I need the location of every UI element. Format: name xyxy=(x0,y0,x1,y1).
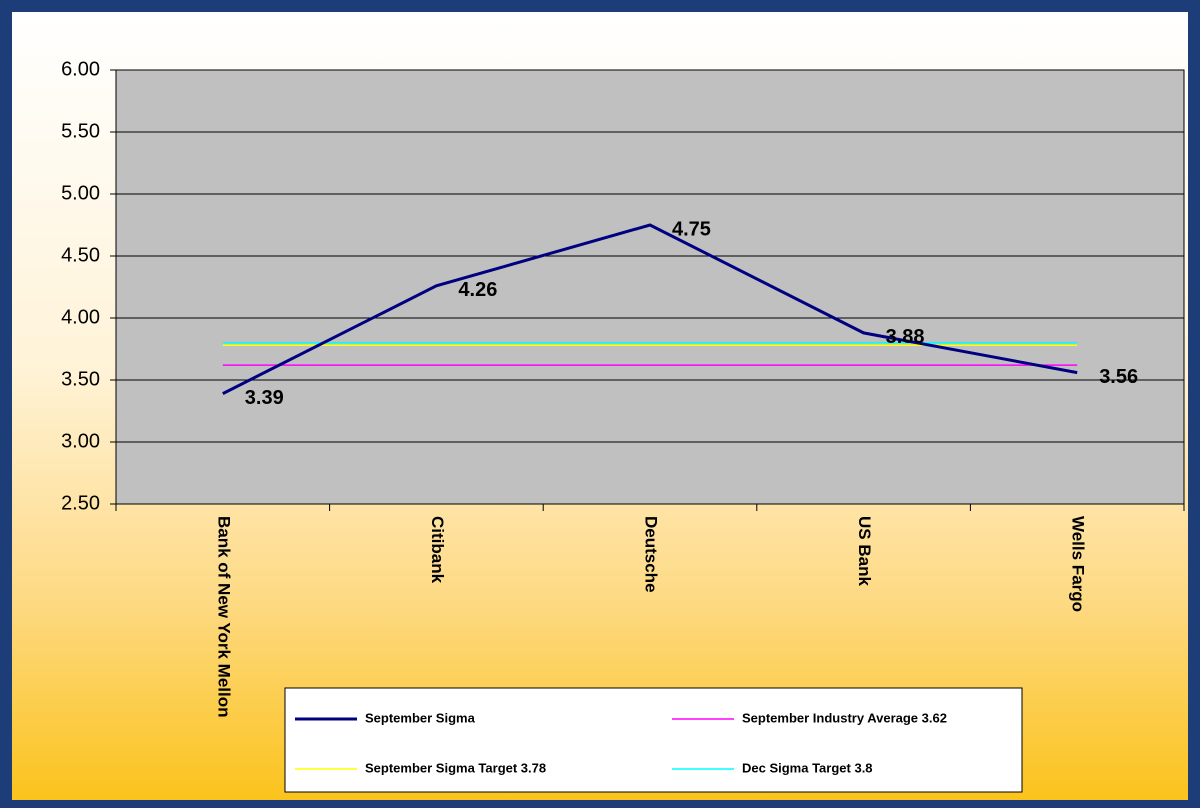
x-tick-label: Wells Fargo xyxy=(1069,516,1088,612)
plot-border xyxy=(115,69,1185,505)
data-label: 3.39 xyxy=(245,387,284,409)
y-tick-label: 4.50 xyxy=(61,244,100,266)
x-tick-label: Bank of New York Mellon xyxy=(214,516,233,718)
data-label: 3.88 xyxy=(886,326,925,348)
data-label: 3.56 xyxy=(1099,366,1138,388)
y-tick-label: 2.50 xyxy=(61,492,100,514)
legend-label: September Industry Average 3.62 xyxy=(742,710,947,725)
legend-label: September Sigma Target 3.78 xyxy=(365,760,546,775)
legend-box xyxy=(284,687,1023,793)
data-label: 4.75 xyxy=(672,218,711,240)
x-tick-label: Citibank xyxy=(428,516,447,584)
y-tick-label: 4.00 xyxy=(61,306,100,328)
y-tick-label: 3.00 xyxy=(61,430,100,452)
y-tick-label: 5.50 xyxy=(61,120,100,142)
data-label: 4.26 xyxy=(458,279,497,301)
y-tick-label: 6.00 xyxy=(61,58,100,80)
legend-label: Dec Sigma Target 3.8 xyxy=(742,760,873,775)
legend-label: September Sigma xyxy=(365,710,476,725)
x-tick-label: Deutsche xyxy=(642,516,661,593)
y-tick-label: 3.50 xyxy=(61,368,100,390)
plot-area xyxy=(116,70,1184,504)
x-tick-label: US Bank xyxy=(855,516,874,586)
y-tick-label: 5.00 xyxy=(61,182,100,204)
series-line xyxy=(222,223,1078,395)
